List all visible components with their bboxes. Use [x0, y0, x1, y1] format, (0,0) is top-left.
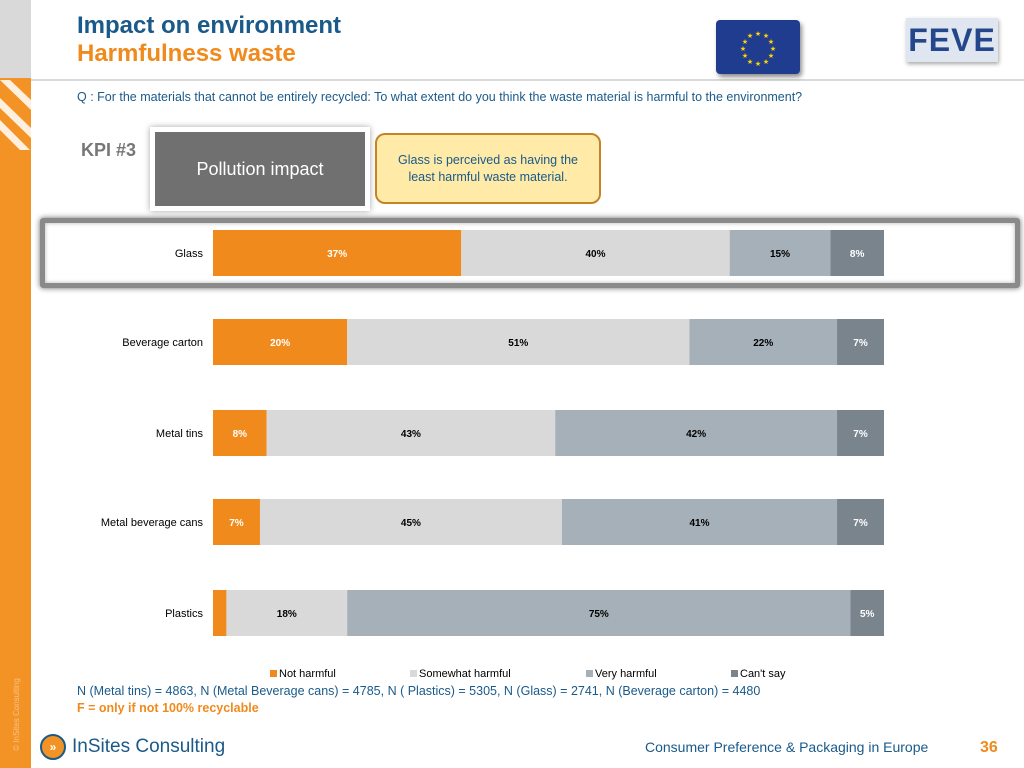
legend-label: Can't say [740, 668, 786, 680]
category-label: Plastics [165, 608, 203, 620]
insites-logo: » InSites Consulting [40, 732, 225, 762]
bar-segment [837, 410, 884, 456]
header-divider [31, 79, 1024, 81]
svg-text:★: ★ [768, 38, 774, 46]
data-label: 43% [401, 429, 421, 440]
brand-name: InSites Consulting [72, 736, 226, 757]
left-bar-grey-block [0, 0, 31, 78]
bar-segment [213, 230, 462, 276]
svg-text:★: ★ [742, 52, 748, 60]
svg-text:★: ★ [747, 32, 753, 40]
bar-segment [226, 590, 348, 636]
bar-segment [561, 499, 838, 545]
bar-segment [259, 499, 562, 545]
legend-item-not-harmful: Not harmful [270, 668, 336, 680]
sample-size-note: N (Metal tins) = 4863, N (Metal Beverage… [77, 684, 761, 698]
legend-swatch [270, 670, 277, 677]
report-title: Consumer Preference & Packaging in Europ… [645, 739, 929, 755]
bar-segment [555, 410, 838, 456]
svg-text:★: ★ [763, 58, 769, 66]
bar-segment [213, 499, 260, 545]
kpi-label: KPI #3 [81, 140, 137, 160]
bar-segment [689, 319, 838, 365]
page-subtitle: Harmfulness waste [77, 40, 296, 67]
data-label: 22% [753, 338, 773, 349]
category-label: Beverage carton [122, 337, 203, 349]
legend-item-very-harmful: Very harmful [586, 668, 657, 680]
data-label: 37% [327, 249, 347, 260]
bar-segment [837, 499, 884, 545]
category-label: Metal beverage cans [101, 517, 204, 529]
page-number: 36 [980, 739, 998, 756]
pollution-impact-box: Pollution impact [150, 127, 370, 211]
svg-text:★: ★ [763, 32, 769, 40]
legend-swatch [586, 670, 593, 677]
bar-segment [266, 410, 556, 456]
insites-logo-icon: » [40, 734, 66, 760]
bar-segment [837, 319, 884, 365]
bar-segment [347, 590, 851, 636]
svg-text:★: ★ [740, 45, 746, 53]
eu-stars-icon: ★ ★★ ★★★ ★★★ ★★★ [740, 30, 776, 68]
left-bar-stripes [0, 80, 31, 150]
svg-text:★: ★ [755, 60, 761, 68]
data-label: 51% [508, 338, 528, 349]
pollution-impact-label: Pollution impact [155, 132, 365, 206]
legend-label: Somewhat harmful [419, 668, 511, 680]
bar-segment [830, 230, 884, 276]
legend-item-somewhat-harmful: Somewhat harmful [410, 668, 511, 680]
data-label: 5% [860, 609, 875, 620]
data-label: 75% [589, 609, 609, 620]
bar-segment [213, 319, 348, 365]
bar-segment [729, 230, 831, 276]
data-label: 7% [229, 518, 244, 529]
data-label: 7% [853, 338, 868, 349]
svg-text:★: ★ [747, 58, 753, 66]
glass-highlight-frame [40, 218, 1020, 288]
svg-text:★: ★ [768, 52, 774, 60]
data-label: 45% [401, 518, 421, 529]
left-accent-bar: © InSites Consulting [0, 0, 31, 768]
data-label: 7% [853, 518, 868, 529]
legend-swatch [731, 670, 738, 677]
bar-segment [213, 590, 227, 636]
data-label: 42% [686, 429, 706, 440]
data-label: 8% [850, 249, 865, 260]
bar-segment [213, 410, 267, 456]
data-label: 8% [233, 429, 248, 440]
legend-label: Not harmful [279, 668, 336, 680]
svg-text:★: ★ [755, 30, 761, 38]
page-title: Impact on environment [77, 12, 342, 39]
data-label: 15% [770, 249, 790, 260]
legend-item-cant-say: Can't say [731, 668, 786, 680]
bar-segment [347, 319, 690, 365]
category-label: Metal tins [156, 428, 204, 440]
legend-swatch [410, 670, 417, 677]
data-label: 18% [277, 609, 297, 620]
recyclable-note: F = only if not 100% recyclable [77, 701, 259, 715]
svg-text:★: ★ [770, 45, 776, 53]
bar-segment [850, 590, 884, 636]
bar-segment [461, 230, 730, 276]
survey-question: Q : For the materials that cannot be ent… [77, 90, 803, 104]
eu-flag-icon: ★ ★ ★ ★ ★ ★ ★ ★ ★ ★ ★ ★ [716, 20, 800, 74]
data-label: 41% [689, 518, 709, 529]
legend-label: Very harmful [595, 668, 657, 680]
feve-logo: FEVE [906, 18, 998, 62]
data-label: 40% [585, 249, 605, 260]
svg-text:★: ★ [742, 38, 748, 46]
data-label: 7% [853, 429, 868, 440]
data-label: 20% [270, 338, 290, 349]
insight-callout: Glass is perceived as having the least h… [375, 133, 601, 204]
category-label: Glass [175, 248, 204, 260]
